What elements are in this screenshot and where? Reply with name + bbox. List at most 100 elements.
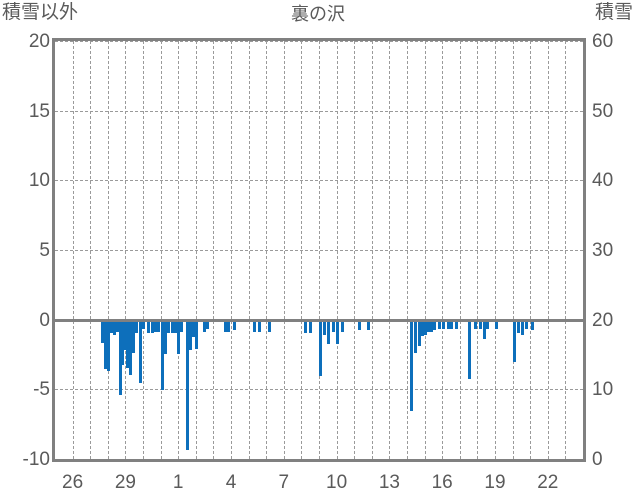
- x-axis-tick-label: 4: [225, 472, 237, 493]
- plot-area: [52, 38, 586, 462]
- right-axis-tick-label: 60: [592, 31, 614, 52]
- bar: [323, 320, 326, 335]
- bar: [531, 320, 534, 331]
- bar: [135, 320, 138, 334]
- bar: [309, 320, 312, 334]
- bar: [177, 320, 180, 355]
- bar: [206, 320, 209, 330]
- bar: [154, 320, 157, 332]
- bar: [233, 320, 236, 331]
- bar: [203, 320, 206, 332]
- bar: [479, 320, 482, 330]
- bar: [119, 320, 122, 395]
- bar: [450, 320, 453, 330]
- bar: [157, 320, 160, 332]
- bar: [455, 320, 458, 330]
- bar: [101, 320, 104, 343]
- bar: [113, 320, 116, 335]
- left-axis-tick-label: 15: [28, 100, 50, 122]
- bar: [268, 320, 271, 332]
- right-axis-tick-label: 30: [592, 240, 614, 261]
- bar: [495, 320, 498, 330]
- bar: [483, 320, 486, 339]
- x-axis-tick-label: 29: [114, 472, 136, 493]
- bar: [341, 320, 344, 332]
- left-axis-title: 積雪以外: [2, 2, 79, 23]
- bar: [367, 320, 370, 331]
- bar: [192, 320, 195, 338]
- x-axis-tick-label: 13: [378, 472, 400, 493]
- bar: [486, 320, 489, 330]
- x-axis-tick-label: 22: [537, 472, 559, 493]
- zero-line: [55, 318, 583, 322]
- bar: [430, 320, 433, 332]
- bar: [421, 320, 424, 336]
- bar: [433, 320, 436, 331]
- bar: [174, 320, 177, 334]
- bar: [358, 320, 361, 331]
- plot-inner: [55, 41, 583, 459]
- right-axis-tick-label: 20: [592, 309, 614, 331]
- left-axis-tick-label: -10: [22, 449, 50, 470]
- right-axis-tick-label: 50: [592, 100, 614, 122]
- horizontal-gridline: [55, 389, 583, 391]
- bar: [123, 320, 126, 350]
- bar: [418, 320, 421, 346]
- left-axis-tick-label: -5: [33, 379, 50, 401]
- horizontal-gridline: [55, 250, 583, 251]
- bar: [126, 320, 129, 369]
- right-axis-tick-label: 40: [592, 170, 614, 192]
- left-axis-tick-label: 10: [28, 170, 50, 192]
- bar: [258, 320, 261, 332]
- bar: [104, 320, 107, 370]
- bar: [327, 320, 330, 345]
- bar: [253, 320, 256, 332]
- bar: [116, 320, 119, 332]
- right-axis-tick-label: 0: [592, 449, 603, 470]
- bar: [332, 320, 335, 332]
- right-axis-tick-label: 10: [592, 379, 614, 401]
- bar: [319, 320, 322, 377]
- left-axis-tick-label: 20: [28, 31, 50, 52]
- x-axis-tick-label: 7: [278, 472, 290, 493]
- bar: [517, 320, 520, 334]
- bar: [171, 320, 174, 334]
- bar: [107, 320, 110, 371]
- horizontal-gridline: [55, 41, 583, 42]
- x-axis-tick-label: 1: [172, 472, 184, 493]
- bar: [521, 320, 524, 335]
- bar: [468, 320, 471, 380]
- chart-title: 裏の沢: [291, 4, 345, 24]
- bar: [129, 320, 132, 375]
- bar: [336, 320, 339, 345]
- bar: [427, 320, 430, 332]
- bar: [224, 320, 227, 332]
- bar: [161, 320, 164, 391]
- left-axis-tick-label: 5: [39, 240, 50, 261]
- x-axis-tick-label: 19: [484, 472, 506, 493]
- bar: [442, 320, 445, 330]
- bar: [195, 320, 198, 349]
- x-axis-tick-label: 10: [326, 472, 348, 493]
- horizontal-gridline: [55, 110, 583, 112]
- bar: [474, 320, 477, 330]
- bar: [414, 320, 417, 353]
- bar: [132, 320, 135, 353]
- bar: [147, 320, 150, 334]
- right-axis-title: 積雪: [594, 2, 633, 23]
- bar: [164, 320, 167, 355]
- x-axis-tick-label: 26: [62, 472, 84, 493]
- bar: [525, 320, 528, 330]
- bar: [151, 320, 154, 334]
- bar: [186, 320, 189, 451]
- bar: [139, 320, 142, 384]
- bar: [447, 320, 450, 330]
- bar: [438, 320, 441, 330]
- horizontal-gridline: [55, 180, 583, 182]
- bar: [424, 320, 427, 335]
- bar: [180, 320, 183, 332]
- bar: [189, 320, 192, 350]
- bar: [121, 320, 124, 366]
- bar: [513, 320, 516, 363]
